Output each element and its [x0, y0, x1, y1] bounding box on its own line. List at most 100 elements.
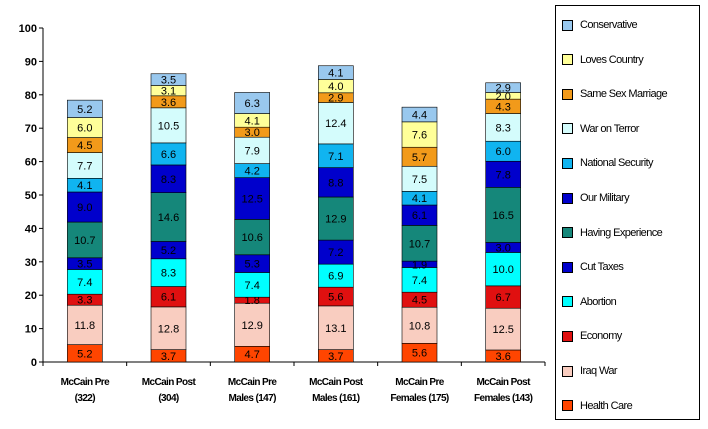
bar-value-label: 7.9: [245, 145, 260, 157]
bar-stack: 4.7 12.9 1.8 7.4 5.3 10.6 12.5 4.2 7.9 3.04.1 6.3: [234, 92, 270, 363]
x-category-label: (304): [158, 393, 179, 404]
bar-value-label: 12.9: [325, 214, 346, 226]
bar-value-label: 12.8: [158, 323, 179, 335]
legend-item: Loves Country: [562, 53, 644, 67]
legend-swatch: [562, 227, 573, 239]
bar-value-label: 3.0: [245, 127, 260, 139]
bar-value-label: 4.7: [245, 349, 260, 361]
bar-value-label: 4.1: [77, 180, 92, 192]
bar-segment: [485, 82, 521, 93]
legend-swatch: [562, 296, 573, 308]
bar-segment: [485, 252, 521, 287]
bar-value-label: 4.1: [412, 193, 427, 205]
bar-value-label: 5.7: [412, 152, 427, 164]
bar-segment: [318, 167, 354, 198]
bar-value-label: 10.5: [158, 120, 179, 132]
bar-segment: [401, 165, 438, 192]
legend-label: National Security: [580, 157, 654, 170]
bar-segment: [318, 305, 354, 350]
chart-bars: 5.211.83.37.43.510.79.04.17.74.56.05.23.…: [67, 65, 521, 363]
x-category-label: McCain Post: [309, 377, 364, 388]
bar-value-label: 9.0: [77, 202, 92, 214]
bar-value-label: 5.2: [77, 348, 92, 360]
legend-label: Abortion: [580, 295, 617, 308]
legend-label: Conservative: [580, 19, 638, 31]
legend-swatch: [562, 400, 573, 412]
chart-axes: 0 10 20 30 40 50 60 70 80 90 100: [19, 23, 546, 369]
bar-stack: 3.7 12.8 6.1 8.3 5.2 14.6 8.3 6.6 10.5 3.63.13.5: [150, 73, 187, 363]
bar-value-label: 3.5: [161, 75, 176, 87]
bar-value-label: 12.4: [325, 118, 346, 130]
bar-value-label: 12.5: [492, 324, 513, 336]
bar-value-label: 3.6: [161, 97, 176, 109]
bar-value-label: 7.4: [245, 280, 260, 292]
bar-segment: [318, 102, 354, 145]
bar-segment: [67, 269, 103, 295]
x-category-label: Males (161): [312, 393, 360, 404]
bar-value-label: 10.6: [241, 232, 262, 244]
x-category-label: Males (147): [229, 393, 277, 404]
bar-value-label: 4.1: [328, 68, 343, 80]
bar-value-label: 6.1: [412, 210, 427, 222]
bar-value-label: 4.5: [77, 140, 92, 152]
bar-value-label: 4.5: [412, 295, 427, 307]
bar-segment: [318, 239, 354, 265]
x-category-label: McCain Post: [476, 377, 531, 388]
y-tick-label: 40: [25, 223, 37, 235]
bar-stack: 3.7 13.1 5.6 6.9 7.2 12.9 8.8 7.1 12.4 2.94.04.1: [318, 65, 354, 363]
bar-value-label: 2.9: [496, 83, 511, 95]
legend-swatch: [562, 123, 573, 135]
bar-value-label: 7.4: [77, 277, 92, 289]
y-tick-label: 70: [25, 123, 37, 135]
legend-item: Same Sex Marriage: [562, 87, 668, 101]
bar-value-label: 1.9: [412, 259, 427, 271]
bar-segment: [401, 306, 438, 344]
bar-value-label: 7.2: [328, 247, 343, 259]
bar-segment: [401, 121, 438, 148]
bar-value-label: 7.1: [328, 151, 343, 163]
bar-value-label: 3.0: [496, 242, 511, 254]
bar-segment: [485, 307, 521, 351]
bar-value-label: 7.5: [412, 174, 427, 186]
legend-swatch: [562, 365, 573, 377]
legend-item: National Security: [562, 156, 654, 170]
bar-value-label: 11.8: [75, 320, 96, 332]
legend-item: Iraq War: [562, 364, 618, 378]
legend-item: Having Experience: [562, 226, 663, 240]
y-tick-label: 20: [25, 290, 37, 302]
bar-segment: [234, 272, 270, 298]
bar-value-label: 6.7: [496, 292, 511, 304]
bar-value-label: 3.1: [161, 86, 176, 98]
y-tick-label: 0: [31, 357, 37, 369]
bar-value-label: 8.3: [161, 268, 176, 280]
bar-segment: [318, 196, 354, 241]
bar-value-label: 7.7: [77, 160, 92, 172]
legend-swatch: [562, 19, 573, 31]
bar-value-label: 2.9: [328, 93, 343, 105]
bar-value-label: 6.3: [245, 98, 260, 110]
bar-value-label: 16.5: [492, 210, 513, 222]
bar-segment: [150, 73, 187, 86]
bar-value-label: 5.2: [161, 245, 176, 257]
legend-label: Same Sex Marriage: [580, 88, 668, 101]
legend-label: Economy: [580, 330, 622, 343]
legend-label: War on Terror: [580, 122, 639, 135]
bar-value-label: 10.7: [74, 235, 95, 247]
legend-label: Health Care: [580, 399, 633, 412]
y-tick-label: 100: [19, 23, 37, 35]
bar-value-label: 12.5: [241, 194, 262, 206]
bar-value-label: 3.5: [77, 259, 92, 271]
y-tick-label: 50: [25, 190, 37, 202]
x-category-label: McCain Pre: [228, 377, 278, 388]
category-labels: McCain Pre (322) McCain Post (304) McCain Pr…: [61, 377, 534, 404]
bar-segment: [150, 192, 187, 242]
x-category-label: McCain Pre: [61, 377, 111, 388]
bar-segment: [67, 99, 103, 118]
bar-value-label: 8.8: [328, 177, 343, 189]
bar-value-label: 14.6: [158, 212, 179, 224]
bar-value-label: 7.6: [412, 130, 427, 142]
legend-swatch: [562, 54, 573, 66]
legend-label: Having Experience: [580, 226, 663, 239]
x-category-label: (322): [75, 393, 96, 404]
bar-value-label: 2.0: [496, 91, 511, 103]
